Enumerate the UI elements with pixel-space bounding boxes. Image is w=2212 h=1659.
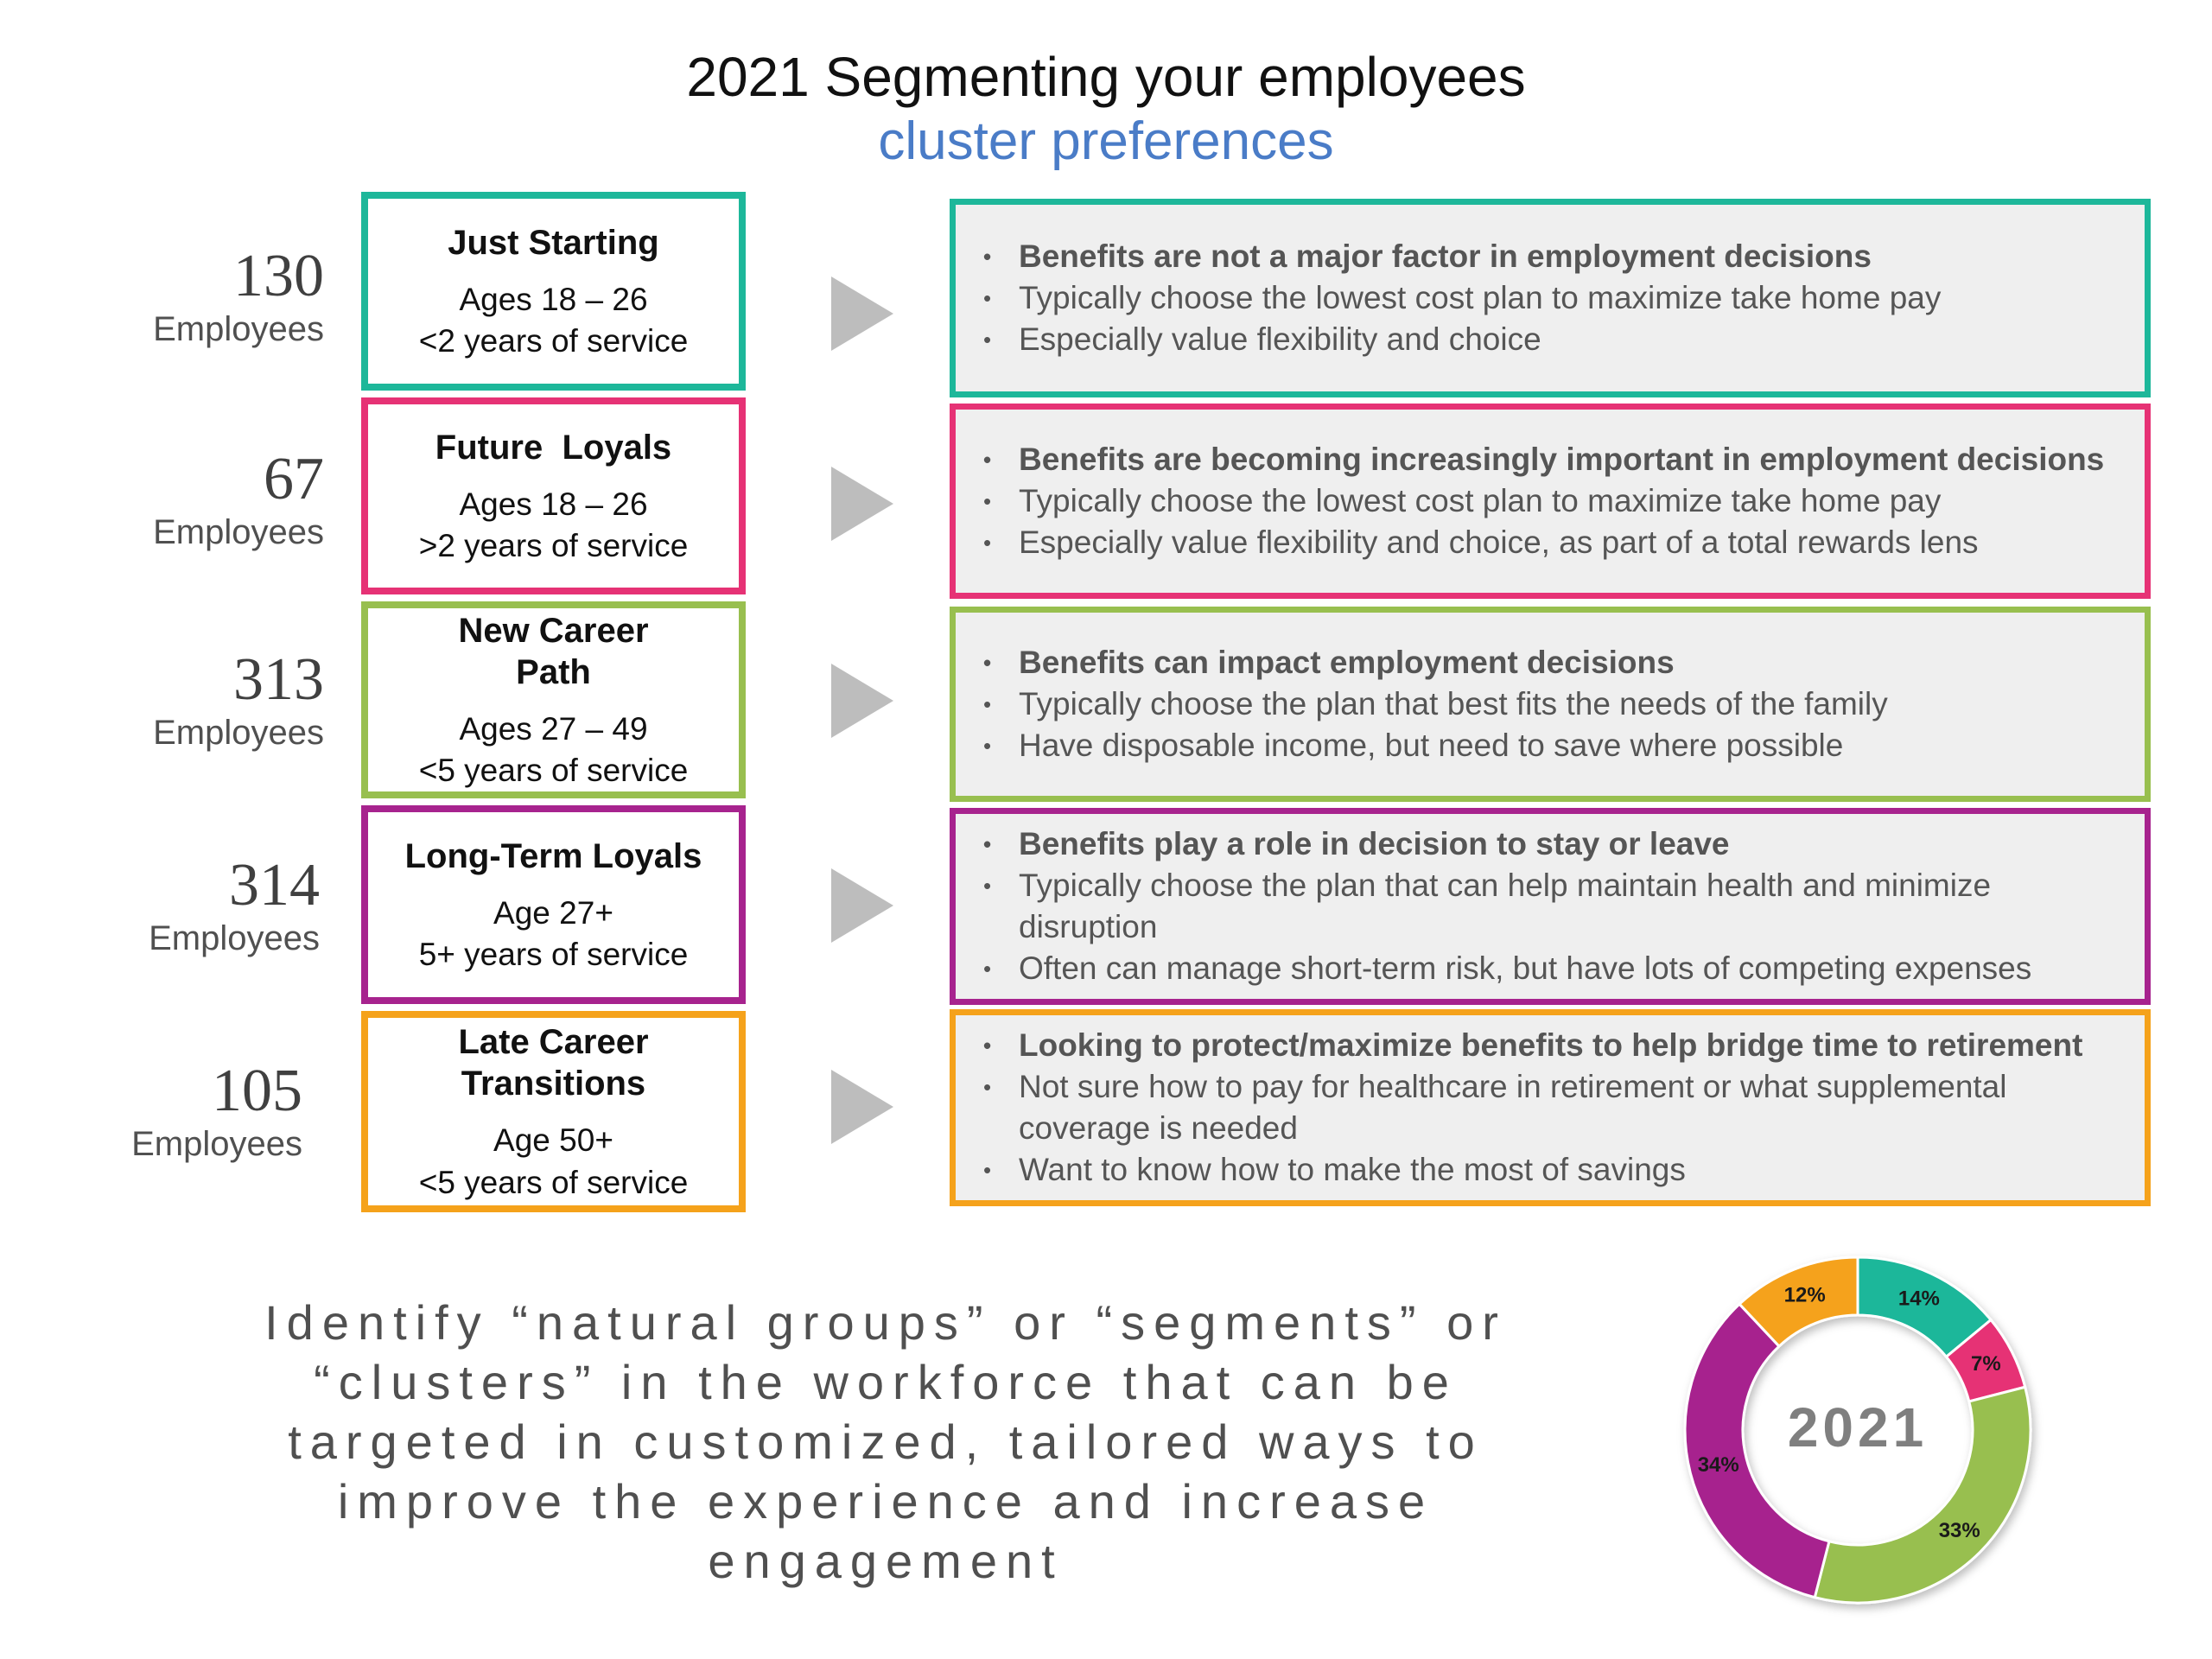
preference-item: Looking to protect/maximize benefits to … [980, 1025, 2120, 1066]
arrow-right-icon [831, 664, 893, 738]
segment-ages: Age 27+ [493, 894, 613, 931]
employee-count-label: Employees [149, 919, 320, 957]
segment-ages: Ages 27 – 49 [459, 710, 648, 747]
preference-item: Benefits can impact employment decisions [980, 642, 1888, 683]
segment-service: 5+ years of service [418, 937, 689, 972]
segment-name: Long-Term Loyals [404, 836, 702, 875]
preference-item: Typically choose the lowest cost plan to… [980, 480, 2104, 522]
preference-item: Want to know how to make the most of sav… [980, 1149, 2120, 1191]
donut-slice-label: 12% [1784, 1284, 1826, 1307]
donut-slice [1737, 1255, 1859, 1349]
segment-ages: Ages 18 – 26 [459, 486, 648, 522]
donut-chart: 14% 7% 33% 34% 12% 2021 [1683, 1255, 2032, 1605]
preference-item: Not sure how to pay for healthcare in re… [980, 1066, 2120, 1149]
donut-slice-label: 14% [1898, 1287, 1940, 1311]
employee-count: 105 Employees [82, 1061, 302, 1164]
segment-ages: Ages 18 – 26 [459, 281, 648, 317]
preferences-list: Benefits are becoming increasingly impor… [980, 439, 2104, 563]
segment-name: New Career Path [458, 611, 649, 691]
employee-count: 313 Employees [104, 650, 324, 753]
employee-count: 67 Employees [104, 449, 324, 552]
segment-card-long-term-loyals: Long-Term Loyals Age 27+ 5+ years of ser… [361, 805, 746, 1004]
segment-name: Just Starting [448, 223, 659, 262]
employee-count-label: Employees [153, 513, 324, 551]
employee-count: 314 Employees [99, 855, 320, 958]
arrow-right-icon [831, 868, 893, 943]
employee-count-value: 67 [264, 446, 324, 512]
employee-count-label: Employees [153, 310, 324, 348]
employee-count-value: 314 [229, 852, 320, 918]
page-title: 2021 Segmenting your employees [686, 46, 1526, 108]
preferences-box-future-loyals: Benefits are becoming increasingly impor… [950, 404, 2151, 599]
segment-name: Late Career Transitions [458, 1023, 649, 1103]
segment-card-just-starting: Just Starting Ages 18 – 26 <2 years of s… [361, 192, 746, 391]
donut-slice [1683, 1302, 1831, 1599]
segment-service: <2 years of service [418, 323, 689, 359]
segment-card-new-career-path: New Career Path Ages 27 – 49 <5 years of… [361, 601, 746, 798]
donut-center-label: 2021 [1788, 1396, 1928, 1459]
donut-slice-label: 34% [1698, 1453, 1739, 1477]
segment-name: Future Loyals [435, 428, 672, 467]
page-subtitle: cluster preferences [878, 111, 1334, 171]
segment-service: <5 years of service [418, 1164, 689, 1200]
segment-card-late-career-transitions: Late Career Transitions Age 50+ <5 years… [361, 1011, 746, 1212]
preferences-list: Benefits are not a major factor in emplo… [980, 236, 1941, 360]
preferences-box-new-career-path: Benefits can impact employment decisions… [950, 607, 2151, 802]
employee-count-label: Employees [153, 714, 324, 752]
donut-slice-label: 33% [1939, 1519, 1980, 1542]
employee-count-value: 105 [212, 1058, 302, 1124]
donut-slice [1813, 1385, 2032, 1605]
preference-item: Often can manage short-term risk, but ha… [980, 948, 2120, 989]
preferences-box-just-starting: Benefits are not a major factor in emplo… [950, 199, 2151, 397]
preference-item: Especially value flexibility and choice,… [980, 522, 2104, 563]
preferences-box-long-term-loyals: Benefits play a role in decision to stay… [950, 808, 2151, 1005]
arrow-right-icon [831, 276, 893, 351]
preference-item: Typically choose the plan that best fits… [980, 683, 1888, 725]
preference-item: Typically choose the plan that can help … [980, 865, 2120, 948]
preference-item: Especially value flexibility and choice [980, 319, 1941, 360]
segment-card-future-loyals: Future Loyals Ages 18 – 26 >2 years of s… [361, 397, 746, 594]
preference-item: Typically choose the lowest cost plan to… [980, 277, 1941, 319]
employee-count: 130 Employees [104, 246, 324, 349]
arrow-right-icon [831, 1070, 893, 1144]
preferences-list: Benefits play a role in decision to stay… [980, 823, 2120, 989]
employee-count-label: Employees [131, 1125, 302, 1163]
segment-service: >2 years of service [418, 528, 689, 563]
preferences-list: Benefits can impact employment decisions… [980, 642, 1888, 766]
segment-service: <5 years of service [418, 753, 689, 788]
preferences-box-late-career-transitions: Looking to protect/maximize benefits to … [950, 1009, 2151, 1206]
employee-count-value: 130 [233, 243, 324, 309]
preference-item: Benefits are not a major factor in emplo… [980, 236, 1941, 277]
arrow-right-icon [831, 467, 893, 541]
preference-item: Benefits are becoming increasingly impor… [980, 439, 2104, 480]
preference-item: Benefits play a role in decision to stay… [980, 823, 2120, 865]
employee-count-value: 313 [233, 646, 324, 713]
tagline: Identify “natural groups” or “segments” … [264, 1295, 1507, 1588]
segment-ages: Age 50+ [493, 1122, 613, 1159]
preference-item: Have disposable income, but need to save… [980, 725, 1888, 766]
preferences-list: Looking to protect/maximize benefits to … [980, 1025, 2120, 1191]
donut-slice-label: 7% [1971, 1352, 2001, 1376]
